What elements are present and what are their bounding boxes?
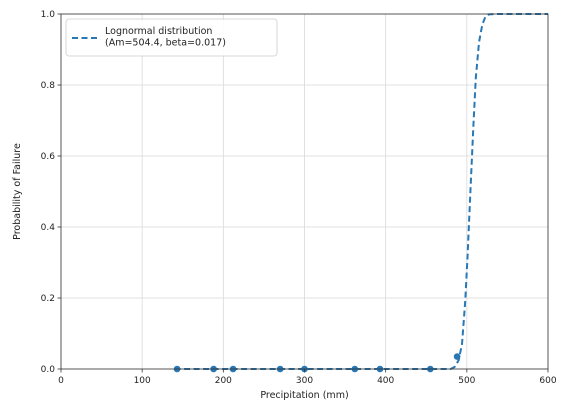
x-axis-ticks: 0 100 200 300 400 500 600: [58, 369, 557, 386]
x-tick-label: 0: [58, 376, 64, 386]
grid: [60, 13, 549, 370]
x-tick-label: 200: [215, 376, 232, 386]
x-tick-label: 500: [458, 376, 475, 386]
lognormal-curve: [174, 13, 548, 370]
y-tick-label: 0.0: [41, 365, 56, 375]
legend-box: [65, 18, 278, 57]
y-tick-label: 0.2: [41, 294, 55, 304]
y-axis-label: Probability of Failure: [12, 143, 23, 240]
data-point-marker: [453, 353, 461, 360]
legend: Lognormal distribution (Am=504.4, beta=0.…: [65, 18, 278, 57]
y-tick-label: 0.8: [41, 81, 56, 91]
x-tick-label: 300: [296, 376, 313, 386]
x-tick-label: 400: [377, 376, 394, 386]
series-line-group: [174, 13, 548, 370]
x-tick-label: 600: [539, 376, 556, 386]
legend-label: Lognormal distribution (Am=504.4, beta=0.…: [105, 26, 226, 49]
x-tick-label: 100: [134, 376, 151, 386]
y-tick-label: 0.4: [41, 223, 56, 233]
y-tick-label: 1.0: [41, 10, 56, 20]
y-axis-ticks: 0.0 0.2 0.4 0.6 0.8 1.0: [41, 10, 61, 375]
y-tick-label: 0.6: [41, 152, 56, 162]
x-axis-label: Precipitation (mm): [260, 390, 348, 401]
